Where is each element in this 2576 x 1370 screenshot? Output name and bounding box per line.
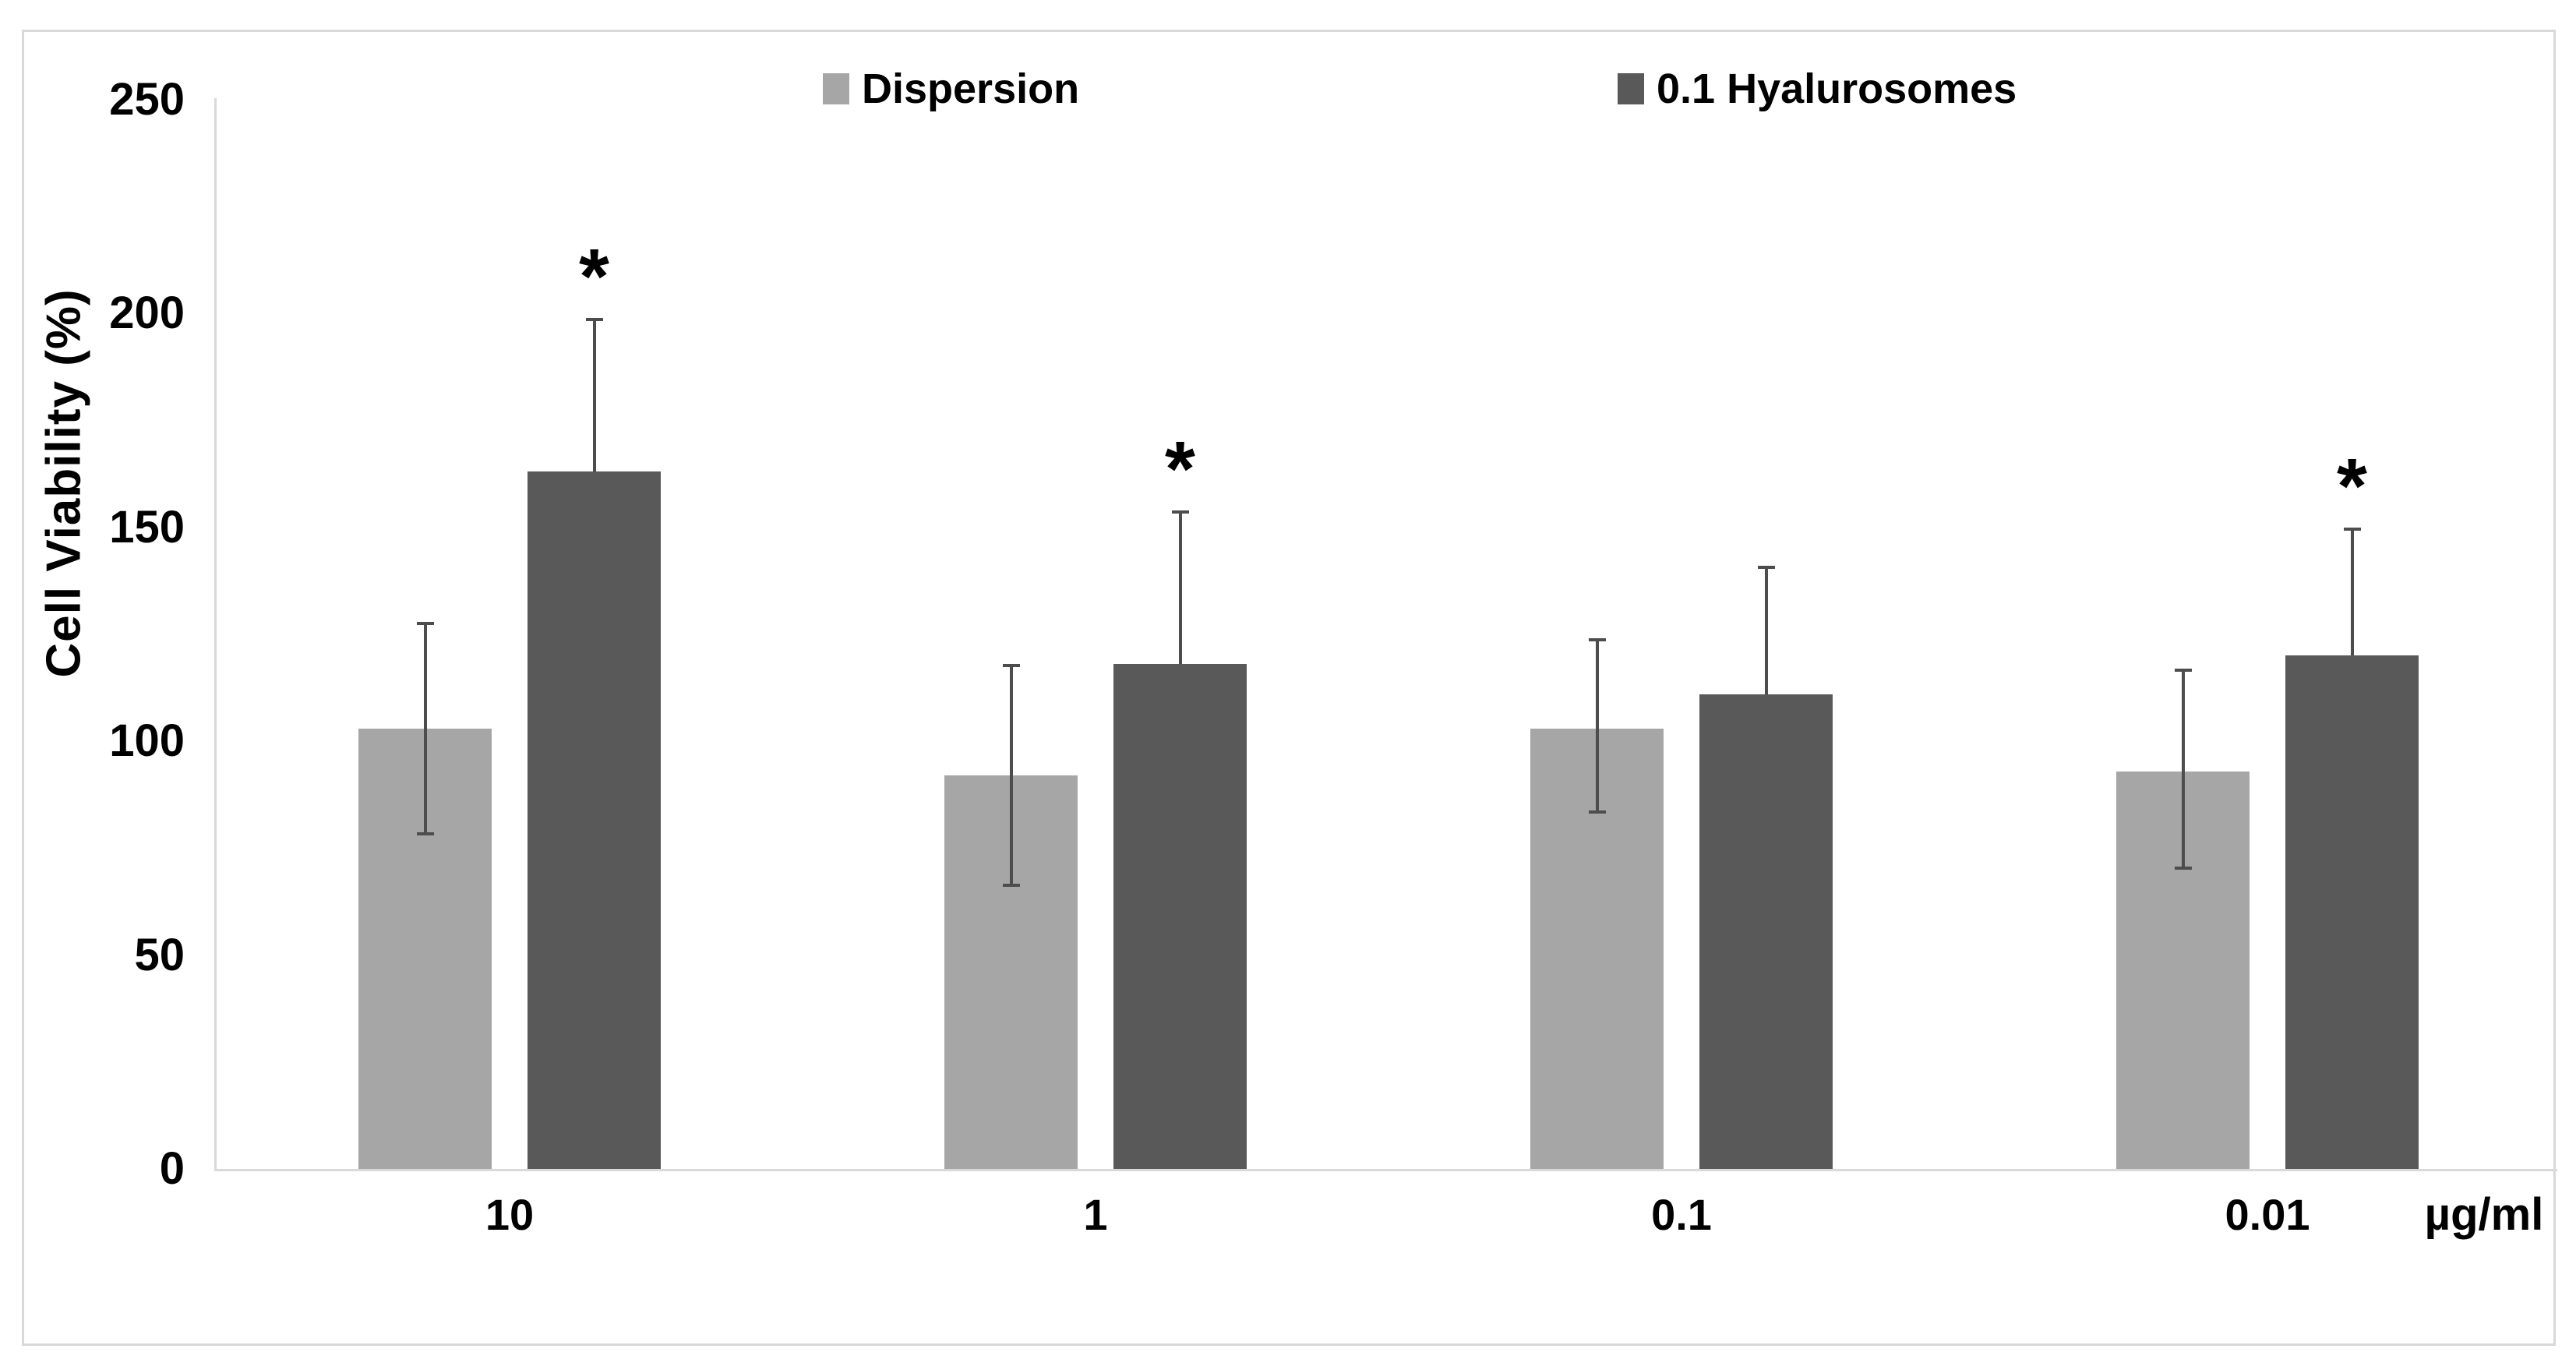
error-bar (1595, 638, 1599, 814)
error-bar-cap (2174, 668, 2192, 672)
significance-asterisk: * (579, 232, 609, 320)
error-bar-cap (1171, 510, 1189, 514)
x-axis-line (214, 1169, 2557, 1171)
error-bar-cap (2174, 866, 2192, 870)
error-bar (1178, 510, 1182, 665)
error-bar (2181, 668, 2185, 870)
error-bar (423, 621, 427, 835)
error-bar (1764, 566, 1768, 694)
x-tick-label: 0.1 (1651, 1190, 1712, 1239)
significance-asterisk: * (1165, 425, 1195, 513)
error-bar-cap (1002, 664, 1020, 668)
bar-hyalurosomes (1113, 664, 1247, 1169)
significance-asterisk: * (2337, 442, 2367, 530)
bar-hyalurosomes (528, 471, 661, 1169)
error-bar-cap (585, 317, 603, 321)
x-tick-label: 1 (1083, 1190, 1108, 1239)
error-bar-cap (1588, 638, 1606, 642)
y-axis-line (214, 98, 217, 1171)
bar-hyalurosomes (1699, 694, 1833, 1169)
legend-label: Dispersion (862, 65, 1080, 112)
error-bar (592, 317, 596, 472)
y-tick-label: 250 (109, 74, 185, 125)
bar-hyalurosomes (2285, 655, 2419, 1169)
y-axis-title: Cell Viability (%) (37, 288, 91, 678)
legend-item: 0.1 Hyalurosomes (1618, 64, 2017, 114)
error-bar-cap (1002, 883, 1020, 887)
y-tick-label: 100 (109, 715, 185, 767)
y-tick-label: 150 (109, 501, 185, 553)
error-bar-cap (416, 832, 434, 835)
error-bar (2350, 527, 2354, 656)
legend-swatch-icon (1618, 73, 1644, 104)
y-tick-label: 50 (134, 929, 185, 980)
x-axis-unit-label: µg/ml (2424, 1189, 2544, 1240)
error-bar-cap (2343, 527, 2361, 531)
legend-swatch-icon (823, 73, 849, 104)
error-bar-cap (1588, 810, 1606, 814)
legend-label: 0.1 Hyalurosomes (1657, 65, 2017, 112)
error-bar (1009, 664, 1013, 887)
y-tick-label: 200 (109, 288, 185, 339)
legend-item: Dispersion (823, 64, 1079, 114)
x-tick-label: 0.01 (2225, 1190, 2310, 1239)
x-tick-label: 10 (485, 1190, 535, 1239)
error-bar-cap (416, 621, 434, 625)
error-bar-cap (1757, 566, 1775, 570)
y-tick-label: 0 (159, 1143, 185, 1194)
